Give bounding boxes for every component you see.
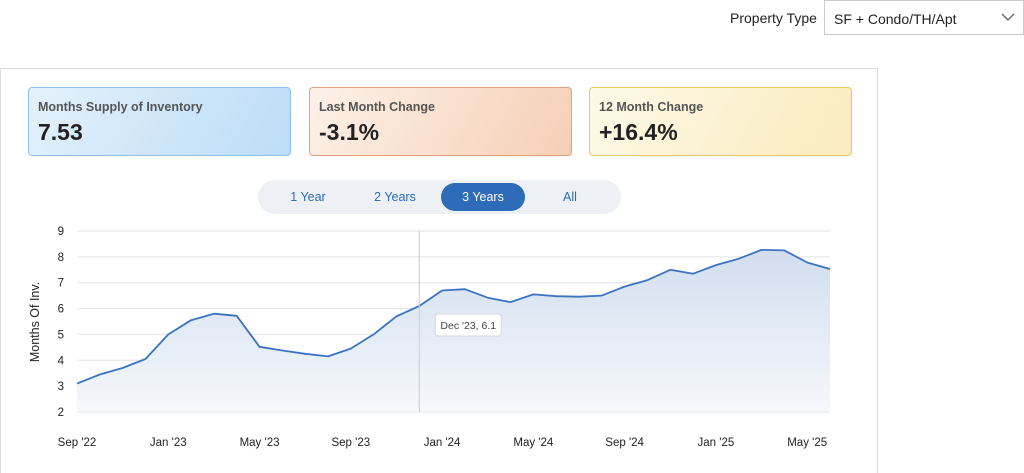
tooltip-box [434,313,502,337]
card-label: 12 Month Change [599,100,704,114]
y-tick-label: 3 [58,381,64,393]
y-tick-label: 8 [58,252,64,264]
card-label: Last Month Change [319,100,435,114]
x-tick-label: Jan '24 [424,437,461,449]
y-tick-label: 4 [58,355,65,367]
x-tick-label: Sep '22 [58,437,97,449]
card-value: -3.1% [319,119,380,145]
y-tick-label: 2 [58,407,64,419]
range-2-years[interactable]: 2 Years [374,190,416,204]
x-tick-label: Jan '23 [150,437,187,449]
range-1-year[interactable]: 1 Year [290,190,326,204]
x-tick-label: Sep '23 [331,437,370,449]
chevron-down-icon [1001,13,1015,21]
property-type-label: Property Type [730,10,817,26]
x-tick-label: May '23 [240,437,280,449]
card-value: 7.53 [38,119,83,145]
series-line [76,249,831,385]
x-tick-label: May '24 [513,437,554,449]
y-tick-label: 9 [58,226,64,238]
last-month-change-card: Last Month Change -3.1% [309,87,572,156]
card-label: Months Supply of Inventory [38,100,203,114]
property-type-value: SF + Condo/TH/Apt [834,11,957,27]
range-all[interactable]: All [563,190,577,204]
range-3-years[interactable]: 3 Years [441,183,525,211]
time-range-selector: 1 Year 2 Years 3 Years All [258,180,621,214]
y-tick-label: 7 [58,278,64,290]
twelve-month-change-card: 12 Month Change +16.4% [589,87,852,156]
x-tick-label: May '25 [787,437,827,449]
tooltip-text: Dec '23, 6.1 [440,320,496,332]
months-supply-card: Months Supply of Inventory 7.53 [28,87,291,156]
x-tick-label: Jan '25 [698,437,735,449]
x-tick-label: Sep '24 [605,437,644,449]
y-axis-label: Months Of Inv. [28,282,42,362]
y-tick-label: 6 [58,304,64,316]
card-value: +16.4% [599,119,678,145]
y-tick-label: 5 [58,329,64,341]
